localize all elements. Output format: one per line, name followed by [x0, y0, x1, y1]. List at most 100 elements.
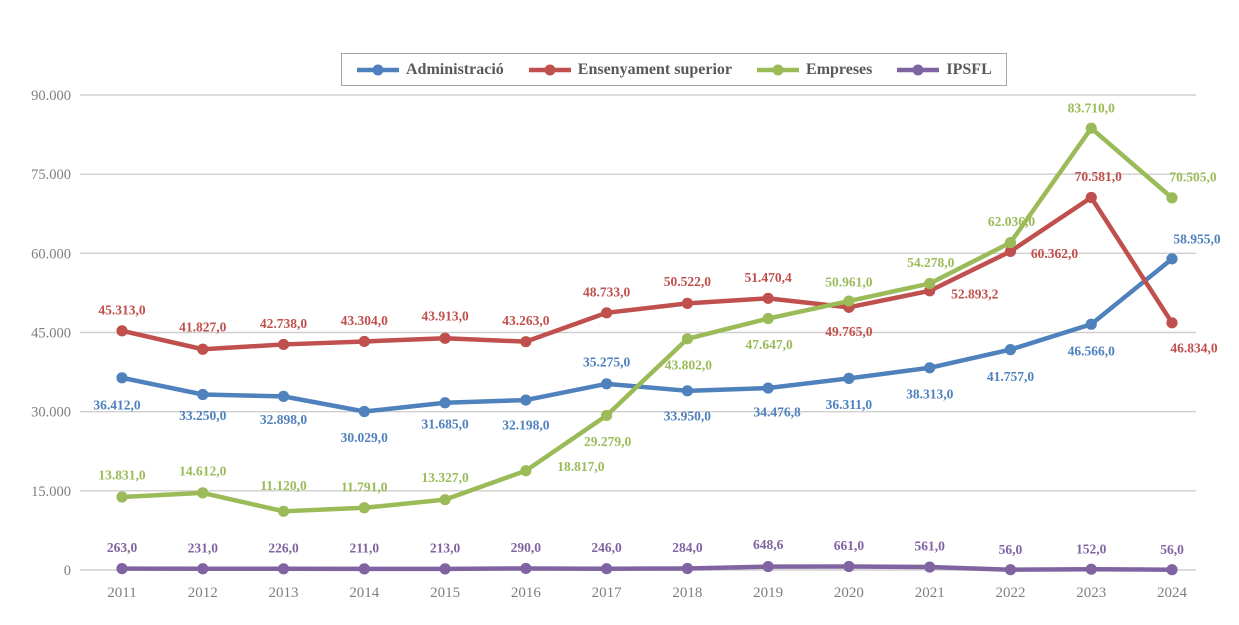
data-point-label: 14.612,0 — [179, 463, 227, 478]
data-point-label: 45.313,0 — [98, 302, 146, 317]
data-point-marker — [116, 372, 128, 384]
data-point-label: 41.827,0 — [179, 320, 227, 335]
data-point-label: 48.733,0 — [583, 284, 631, 299]
data-point-label: 60.362,0 — [1031, 246, 1079, 261]
legend-item-empreses: Empreses — [756, 61, 872, 79]
x-axis-tick-label: 2017 — [592, 585, 623, 601]
data-point-marker — [439, 397, 451, 409]
data-point-label: 211,0 — [349, 540, 379, 555]
x-axis-tick-label: 2021 — [915, 585, 945, 601]
legend-line-marker-swatch — [357, 64, 399, 75]
data-point-label: 34.476,8 — [754, 405, 802, 420]
x-axis-tick-label: 2022 — [995, 585, 1025, 601]
chart-legend: Administració Ensenyament superior Emprese… — [341, 53, 1007, 86]
data-point-label: 33.950,0 — [664, 408, 712, 423]
data-point-label: 42.738,0 — [260, 316, 308, 331]
data-point-marker — [439, 332, 451, 344]
y-axis-tick-label: 0 — [64, 563, 71, 579]
data-point-marker — [1085, 122, 1097, 134]
data-point-marker — [681, 333, 693, 345]
data-point-label: 231,0 — [188, 540, 219, 555]
series-line-ensenyament-superior — [119, 195, 1175, 352]
y-axis-tick-label: 45.000 — [31, 326, 71, 342]
data-point-marker — [358, 502, 370, 514]
data-point-label: 213,0 — [430, 540, 461, 555]
data-point-label: 70.581,0 — [1075, 169, 1123, 184]
x-axis-tick-label: 2011 — [107, 585, 136, 601]
data-point-label: 41.757,0 — [987, 369, 1035, 384]
series-line-empreses — [119, 125, 1175, 514]
legend-label: Ensenyament superior — [577, 60, 733, 78]
data-point-marker — [843, 295, 855, 307]
data-point-marker — [1166, 192, 1178, 204]
data-point-marker — [1004, 564, 1017, 576]
legend-item-ipsfl: IPSFL — [896, 60, 992, 79]
data-point-label: 284,0 — [672, 540, 703, 555]
data-point-marker — [681, 297, 693, 309]
data-point-label: 56,0 — [999, 542, 1023, 557]
data-point-label: 661,0 — [834, 538, 865, 553]
data-point-marker — [520, 562, 532, 575]
legend-line-marker-swatch — [528, 64, 571, 75]
y-axis-tick-label: 90.000 — [31, 88, 71, 104]
data-point-marker — [277, 390, 290, 402]
data-point-marker — [439, 494, 451, 506]
data-point-marker — [439, 563, 451, 575]
data-point-label: 50.522,0 — [664, 274, 712, 289]
data-point-label: 31.685,0 — [421, 416, 469, 431]
x-axis-tick-label: 2015 — [430, 585, 460, 601]
legend-item-ensenyament-superior: Ensenyament superior — [528, 61, 732, 79]
x-axis-tick-label: 2014 — [349, 585, 380, 601]
data-point-marker — [1085, 318, 1097, 330]
x-axis-tick-label: 2013 — [269, 585, 299, 601]
data-point-label: 47.647,0 — [746, 337, 794, 352]
data-point-marker — [1166, 253, 1178, 265]
x-axis-tick-label: 2019 — [753, 585, 783, 601]
data-point-label: 54.278,0 — [907, 255, 955, 270]
data-point-marker — [520, 465, 532, 477]
data-point-marker — [277, 563, 290, 575]
x-axis-tick-label: 2018 — [672, 585, 702, 601]
legend-line-marker-swatch — [757, 64, 800, 75]
data-point-marker — [1004, 344, 1017, 356]
data-point-marker — [116, 491, 128, 503]
data-point-marker — [197, 343, 209, 355]
x-axis-tick-label: 2012 — [188, 585, 218, 601]
data-point-marker — [601, 307, 613, 319]
data-point-label: 226,0 — [268, 540, 299, 555]
data-point-label: 152,0 — [1076, 542, 1107, 557]
data-point-marker — [1004, 236, 1017, 249]
data-point-marker — [277, 338, 290, 351]
data-point-marker — [843, 372, 855, 384]
data-point-label: 43.304,0 — [341, 313, 389, 328]
series-line-administració — [119, 256, 1175, 414]
data-point-marker — [1085, 563, 1097, 575]
data-point-marker — [601, 378, 613, 390]
data-point-label: 62.036,0 — [988, 214, 1036, 229]
legend-label: Administració — [406, 60, 504, 78]
data-point-marker — [762, 382, 774, 394]
data-point-marker — [520, 394, 532, 406]
data-point-marker — [1004, 245, 1017, 258]
data-point-label: 18.817,0 — [557, 459, 605, 474]
x-axis-tick-label: 2024 — [1157, 585, 1188, 601]
legend-label: IPSFL — [946, 60, 992, 78]
data-point-label: 43.263,0 — [502, 313, 550, 328]
data-point-label: 13.831,0 — [98, 468, 146, 483]
data-point-marker — [681, 562, 693, 575]
data-point-label: 58.955,0 — [1173, 231, 1221, 246]
y-axis-tick-label: 15.000 — [31, 484, 71, 500]
data-point-label: 11.791,0 — [341, 479, 388, 494]
data-point-marker — [1085, 191, 1097, 204]
y-axis-tick-label: 75.000 — [31, 167, 71, 183]
data-point-marker — [358, 405, 370, 418]
data-point-label: 561,0 — [915, 539, 946, 554]
data-point-marker — [601, 563, 613, 575]
data-point-label: 83.710,0 — [1068, 101, 1116, 116]
data-point-label: 290,0 — [511, 540, 542, 555]
data-point-label: 13.327,0 — [421, 470, 469, 485]
legend-label: Empreses — [806, 60, 873, 78]
data-point-label: 43.802,0 — [665, 357, 713, 372]
data-point-label: 38.313,0 — [906, 386, 954, 401]
